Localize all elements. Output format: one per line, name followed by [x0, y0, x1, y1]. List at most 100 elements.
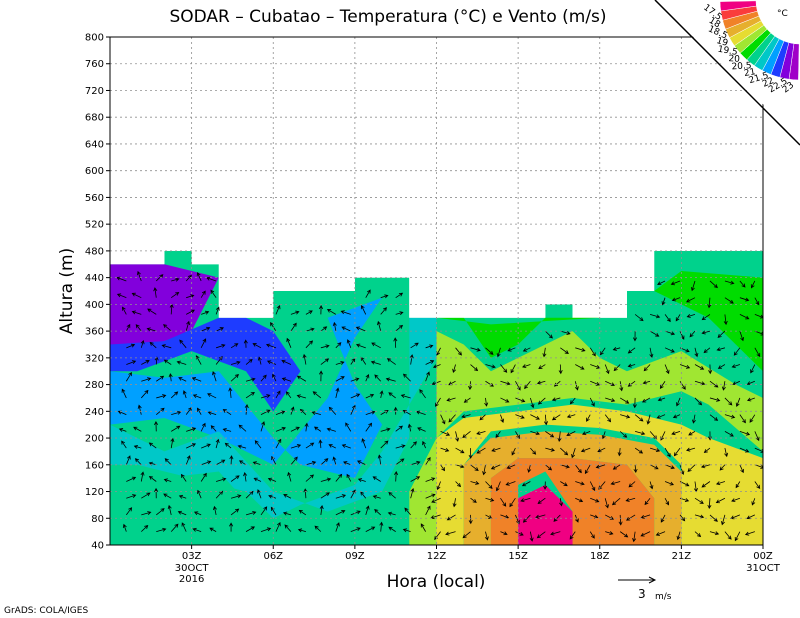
- wind-vector: [500, 397, 510, 403]
- wind-vector: [230, 475, 240, 482]
- wind-vector: [431, 497, 441, 503]
- wind-vector: [170, 437, 175, 449]
- wind-vector: [425, 371, 430, 382]
- wind-vector: [230, 343, 239, 349]
- wind-vector: [245, 358, 253, 365]
- wind-vector: [320, 492, 330, 499]
- wind-vector: [436, 481, 441, 491]
- y-tick-label: 520: [85, 220, 104, 231]
- wind-vector: [178, 377, 187, 382]
- wind-vector: [118, 428, 127, 432]
- wind-vector: [715, 481, 726, 486]
- wind-vector: [537, 397, 546, 405]
- wind-vector: [275, 304, 281, 315]
- wind-vector: [500, 414, 505, 423]
- wind-vector: [589, 481, 596, 492]
- wind-vector: [305, 442, 315, 449]
- wind-vector: [589, 397, 595, 407]
- wind-vector: [470, 364, 479, 372]
- wind-vector: [318, 439, 323, 449]
- wind-vector: [551, 397, 561, 402]
- y-tick-label: 480: [85, 246, 104, 257]
- wind-vector: [440, 431, 451, 436]
- wind-vector: [410, 342, 419, 349]
- wind-vector: [296, 394, 307, 399]
- wind-vector: [661, 297, 666, 306]
- wind-vector: [335, 494, 347, 499]
- colorbar-swatch: [719, 0, 757, 12]
- y-tick-label: 80: [91, 514, 104, 525]
- wind-vector: [723, 314, 728, 326]
- wind-vector: [625, 497, 636, 502]
- wind-vector: [355, 343, 366, 349]
- wind-vector: [455, 481, 462, 488]
- wind-vector: [553, 514, 561, 522]
- wind-vector: [628, 481, 636, 488]
- wind-vector: [388, 526, 396, 532]
- wind-vector: [686, 447, 696, 452]
- wind-vector: [346, 339, 352, 348]
- wind-vector: [185, 309, 195, 315]
- wind-vector: [254, 440, 262, 449]
- wind-vector: [304, 422, 309, 432]
- wind-vector: [507, 347, 516, 352]
- wind-vector: [632, 397, 637, 409]
- wind-vector: [126, 343, 136, 349]
- y-tick-label: 720: [85, 86, 104, 97]
- colorbar-label: 19.5: [717, 45, 738, 58]
- wind-vector: [746, 380, 755, 386]
- wind-vector: [425, 360, 435, 365]
- wind-vector: [361, 438, 367, 449]
- wind-vector: [511, 447, 516, 456]
- y-tick-label: 680: [85, 113, 104, 124]
- wind-vector: [721, 381, 726, 391]
- wind-vector: [365, 373, 370, 382]
- wind-vector: [209, 527, 217, 532]
- wind-vector: [126, 494, 137, 499]
- wind-vector: [260, 374, 267, 382]
- wind-vector: [724, 280, 735, 285]
- wind-vector: [642, 380, 651, 385]
- wind-vector: [215, 306, 220, 315]
- wind-vector: [170, 391, 179, 399]
- wind-vector: [305, 460, 317, 466]
- wind-vector: [634, 314, 644, 322]
- wind-vector: [491, 447, 501, 452]
- wind-vector: [626, 514, 636, 521]
- wind-vector: [649, 330, 660, 337]
- wind-vector: [148, 442, 157, 449]
- wind-vector: [168, 373, 173, 382]
- wind-vector: [641, 397, 651, 403]
- wind-vector: [268, 494, 277, 499]
- wind-vector: [377, 454, 382, 465]
- wind-vector: [425, 477, 436, 482]
- wind-vector: [386, 358, 396, 365]
- wind-vector: [215, 327, 224, 332]
- wind-vector: [410, 488, 415, 499]
- wind-vector: [200, 422, 206, 432]
- wind-vector: [260, 394, 271, 399]
- wind-vector: [649, 481, 654, 490]
- wind-vector: [468, 514, 473, 525]
- wind-vector: [374, 374, 382, 382]
- wind-vector: [265, 343, 277, 349]
- wind-vector: [275, 438, 282, 449]
- wind-vector: [350, 510, 361, 516]
- wind-vector: [212, 505, 217, 516]
- wind-vector: [370, 360, 381, 365]
- wind-vector: [197, 489, 202, 499]
- wind-vector: [479, 414, 486, 421]
- wind-vector: [649, 314, 661, 319]
- wind-vector: [357, 478, 366, 483]
- wind-vector: [510, 364, 516, 374]
- wind-vector: [410, 441, 417, 449]
- wind-vector: [495, 431, 501, 439]
- wind-vector: [224, 442, 232, 449]
- wind-vector: [379, 521, 384, 532]
- wind-vector: [589, 347, 596, 357]
- wind-vector: [141, 360, 150, 365]
- wind-vector: [215, 459, 226, 466]
- wind-vector: [245, 391, 255, 399]
- wind-vector: [377, 320, 382, 332]
- wind-vector: [365, 526, 376, 532]
